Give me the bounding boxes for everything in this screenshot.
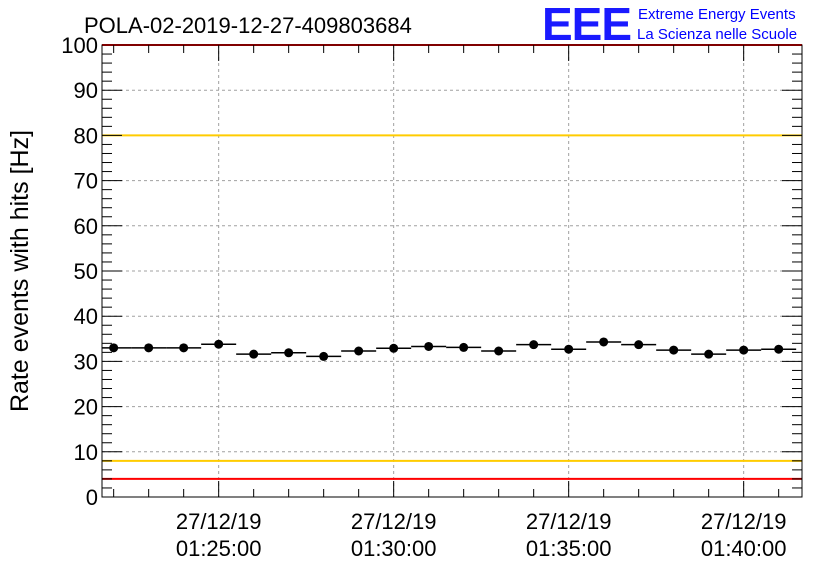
grid [102, 45, 802, 497]
x-tick-label-time: 01:40:00 [701, 536, 787, 561]
x-tick-label-date: 27/12/19 [701, 509, 787, 534]
x-tick-label-time: 01:35:00 [526, 536, 612, 561]
data-point [144, 343, 154, 353]
y-tick-label: 20 [74, 395, 98, 420]
data-point [319, 351, 329, 361]
x-tick-label-date: 27/12/19 [526, 509, 612, 534]
data-point [354, 346, 364, 356]
eee-logo-line2: La Scienza nelle Scuole [637, 26, 797, 43]
eee-logo-line1: Extreme Energy Events [638, 6, 796, 23]
data-point [599, 337, 609, 347]
y-tick-label: 10 [74, 440, 98, 465]
y-tick-label: 90 [74, 78, 98, 103]
data-point [774, 344, 784, 354]
x-tick-label-date: 27/12/19 [351, 509, 437, 534]
y-tick-label: 60 [74, 214, 98, 239]
data-point [739, 345, 749, 355]
y-tick-label: 100 [61, 33, 98, 58]
y-tick-label: 0 [86, 485, 98, 510]
data-point [389, 343, 399, 353]
data-point [634, 340, 644, 350]
y-axis-label: Rate events with hits [Hz] [6, 130, 34, 412]
data-point [284, 348, 294, 358]
eee-logo: EEE Extreme Energy Events La Scienza nel… [542, 0, 797, 50]
data-point [424, 341, 434, 351]
y-tick-label: 50 [74, 259, 98, 284]
data-point [179, 343, 189, 353]
eee-logo-mark: EEE [542, 0, 631, 50]
y-tick-label: 40 [74, 304, 98, 329]
data-point [564, 344, 574, 354]
data-point [494, 346, 504, 356]
axes: 010203040506070809010027/12/1901:25:0027… [61, 33, 803, 561]
chart-title: POLA-02-2019-12-27-409803684 [84, 13, 412, 38]
data-point [214, 339, 224, 349]
y-tick-label: 30 [74, 349, 98, 374]
data-point [704, 349, 714, 359]
data-point [529, 340, 539, 350]
data-series [102, 337, 797, 361]
y-tick-label: 80 [74, 123, 98, 148]
data-point [459, 342, 469, 352]
data-point [669, 345, 679, 355]
y-tick-label: 70 [74, 169, 98, 194]
x-tick-label-date: 27/12/19 [176, 509, 262, 534]
data-point [249, 349, 259, 359]
x-tick-label-time: 01:25:00 [176, 536, 262, 561]
data-point [109, 343, 119, 353]
reference-lines [102, 44, 802, 480]
x-tick-label-time: 01:30:00 [351, 536, 437, 561]
